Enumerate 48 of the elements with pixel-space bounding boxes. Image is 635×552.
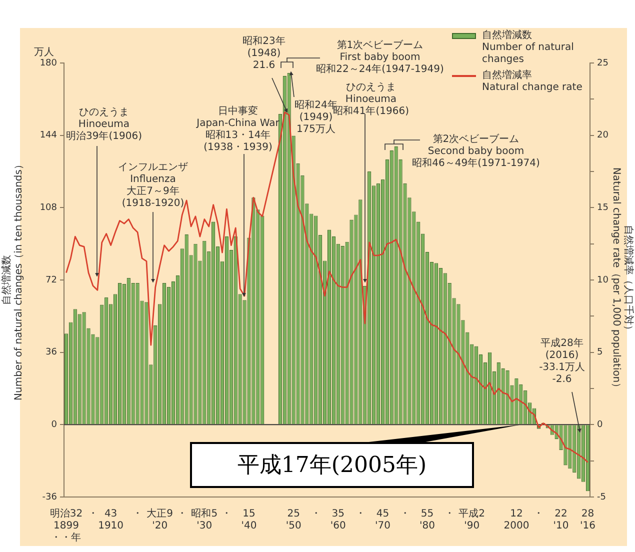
x-tick-label: 12 2000 <box>504 508 530 532</box>
x-tick-label: ・ <box>88 508 98 520</box>
x-tick-label: 25 '50 <box>286 508 302 532</box>
y2-tick-label: 10 <box>597 275 609 286</box>
x-tick-label: 35 '60 <box>330 508 346 532</box>
y2-tick-label: 5 <box>597 348 603 358</box>
x-tick-label: 明治32 1899 ・・年 <box>50 508 83 544</box>
x-tick-label: 15 '40 <box>241 508 257 532</box>
y2-tick-label: 0 <box>597 420 603 430</box>
x-tick-label: ・ <box>222 508 232 520</box>
annotation: 平成17年(2005年) <box>237 452 427 480</box>
annotation: 第1次ベビーブーム First baby boom 昭和22～24年(1947-1949) <box>316 40 444 76</box>
y-tick-label: 108 <box>40 203 58 214</box>
legend-label: 自然増減数 Number of natural changes <box>482 30 575 66</box>
x-tick-label: ・ <box>444 508 455 520</box>
y2-tick-label: 20 <box>597 130 609 141</box>
annotation: ひのえうま Hinoeuma 明治39年(1906) <box>66 107 142 143</box>
legend-label: 自然増減率 Natural change rate <box>482 70 582 94</box>
x-tick-label: ・ <box>355 508 366 520</box>
y-tick-label: 36 <box>46 348 58 358</box>
annotation: 昭和23年 (1948) 21.6 <box>242 36 286 72</box>
y-tick-label: 0 <box>51 420 58 430</box>
y-tick-label: 144 <box>40 130 58 141</box>
y2-tick-label: -5 <box>597 492 606 502</box>
y-tick-label: 180 <box>40 58 58 68</box>
x-tick-label: 28 '16 <box>580 508 596 532</box>
x-tick-label: 22 '10 <box>553 508 569 532</box>
y-tick-label: 72 <box>46 275 57 286</box>
x-tick-label: 55 '80 <box>420 508 436 532</box>
x-tick-label: 平成2 '90 <box>458 508 486 532</box>
y2-tick-label: 25 <box>597 58 608 68</box>
x-tick-label: ・ <box>132 508 143 520</box>
y2-tick-label: 15 <box>597 203 608 214</box>
x-tick-label: 43 1910 <box>98 508 124 532</box>
annotation: 第2次ベビーブーム Second baby boom 昭和46～49年(1971-1974) <box>412 134 540 170</box>
x-tick-label: 45 '70 <box>374 508 390 532</box>
y-tick-label: -36 <box>42 492 58 502</box>
x-tick-label: ・ <box>177 508 188 520</box>
annotation: 平成28年 (2016) -33.1万人 -2.6 <box>539 338 585 386</box>
annotation: インフルエンザ Influenza 大正7～9年 (1918-1920) <box>118 162 188 210</box>
y2-axis-title: 自然増減率（人口千対） Natural change rate（per 1,000 population） <box>610 167 634 393</box>
x-tick-label: 大正9 '20 <box>146 508 174 532</box>
x-tick-label: ・ <box>534 508 544 520</box>
text: 万人 <box>34 47 54 58</box>
y-axis-title: 自然増減数 Number of natural changes（in ten thousands） <box>0 160 25 400</box>
x-tick-label: 昭和5 '30 <box>191 508 218 532</box>
x-tick-label: ・ <box>310 508 321 520</box>
x-tick-label: ・ <box>400 508 410 520</box>
